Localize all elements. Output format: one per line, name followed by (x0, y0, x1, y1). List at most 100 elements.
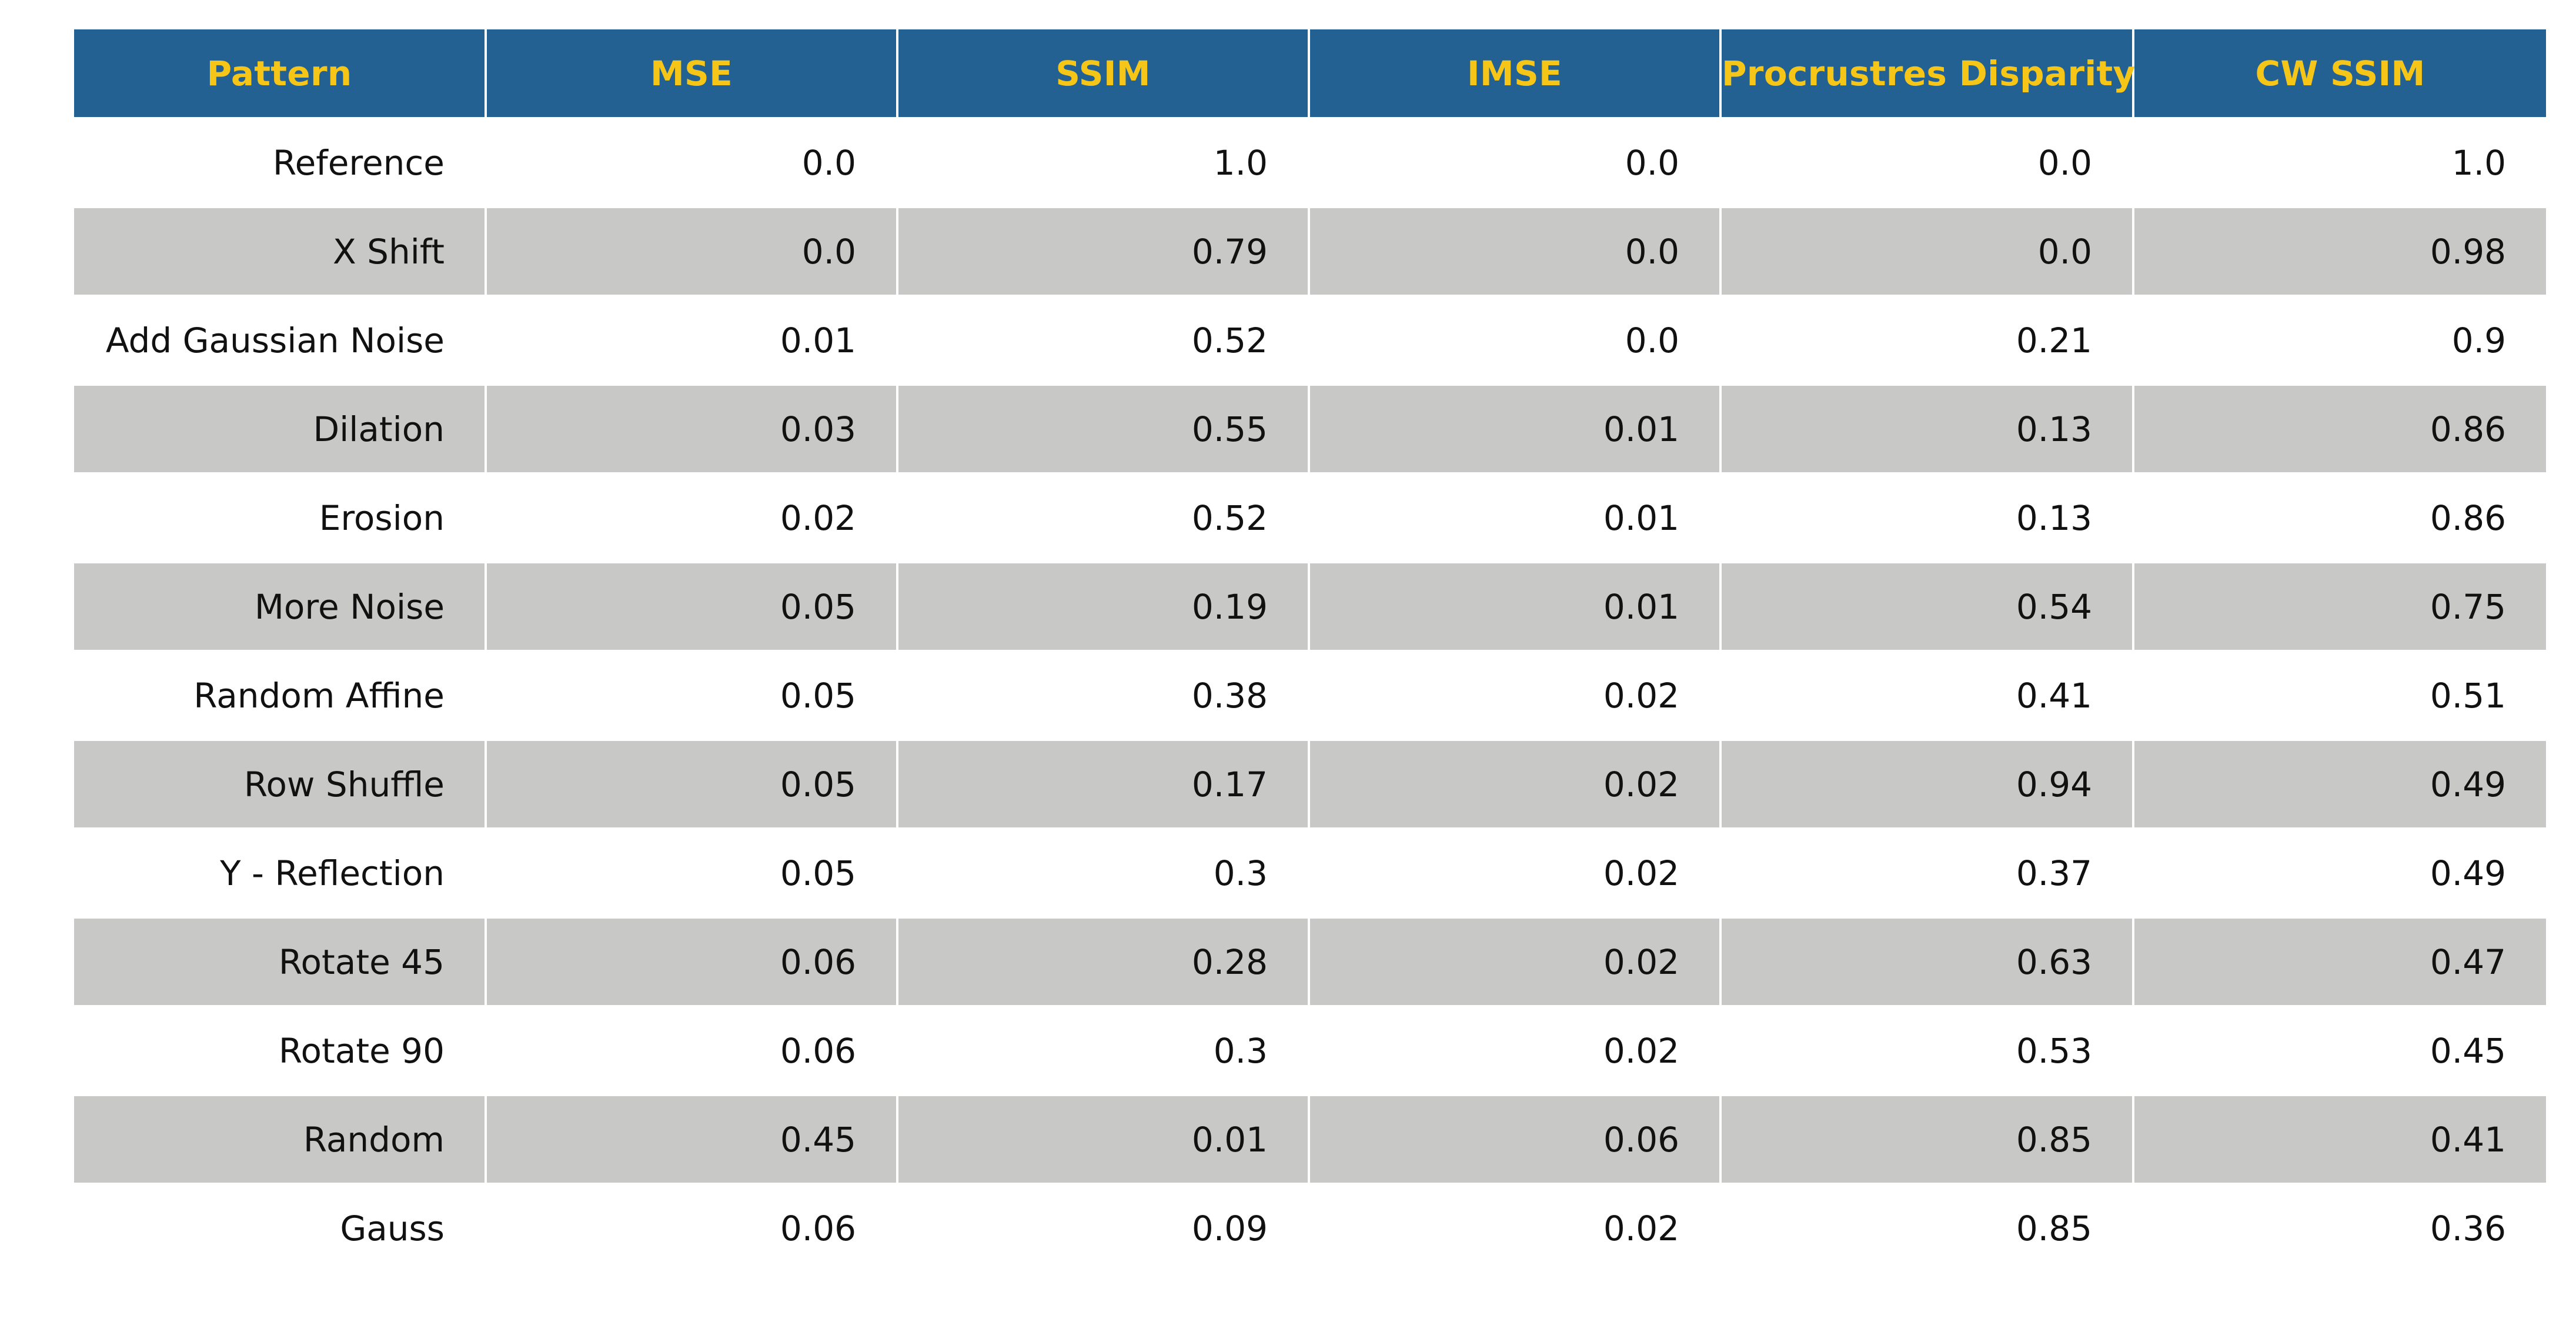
table-row: More Noise 0.05 0.19 0.01 0.54 0.75 (74, 562, 2546, 652)
cell-procrustes-disparity: 0.85 (1720, 1184, 2134, 1274)
cell-mse: 0.01 (486, 296, 898, 386)
cell-imse: 0.0 (1309, 118, 1722, 208)
cell-mse: 0.05 (486, 740, 898, 830)
cell-ssim: 0.52 (897, 473, 1310, 563)
header-row: Pattern MSE SSIM IMSE Procrustres Dispar… (74, 29, 2546, 119)
cell-mse: 0.05 (486, 829, 898, 919)
table-row: Row Shuffle 0.05 0.17 0.02 0.94 0.49 (74, 740, 2546, 830)
cell-mse: 0.06 (486, 1006, 898, 1096)
cell-cw-ssim: 0.9 (2133, 296, 2546, 386)
cell-cw-ssim: 0.41 (2133, 1095, 2546, 1185)
cell-pattern: Dilation (74, 385, 487, 475)
cell-pattern: Gauss (74, 1184, 487, 1274)
cell-mse: 0.45 (486, 1095, 898, 1185)
cell-cw-ssim: 0.49 (2133, 829, 2546, 919)
table-header: Pattern MSE SSIM IMSE Procrustres Dispar… (74, 29, 2546, 119)
cell-pattern: Row Shuffle (74, 740, 487, 830)
cell-imse: 0.02 (1309, 1184, 1722, 1274)
cell-pattern: Random Affine (74, 651, 487, 741)
cell-procrustes-disparity: 0.41 (1720, 651, 2134, 741)
table-row: Random 0.45 0.01 0.06 0.85 0.41 (74, 1095, 2546, 1185)
cell-procrustes-disparity: 0.37 (1720, 829, 2134, 919)
cell-procrustes-disparity: 0.21 (1720, 296, 2134, 386)
cell-cw-ssim: 0.36 (2133, 1184, 2546, 1274)
header-procrustes-disparity: Procrustres Disparity (1720, 29, 2135, 119)
cell-mse: 0.06 (486, 1184, 898, 1274)
cell-imse: 0.02 (1309, 829, 1722, 919)
cell-ssim: 0.01 (897, 1095, 1310, 1185)
cell-pattern: Reference (74, 118, 487, 208)
cell-imse: 0.01 (1309, 385, 1722, 475)
cell-imse: 0.0 (1309, 207, 1722, 297)
cell-procrustes-disparity: 0.94 (1720, 740, 2134, 830)
table-row: Dilation 0.03 0.55 0.01 0.13 0.86 (74, 385, 2546, 475)
table-row: Random Affine 0.05 0.38 0.02 0.41 0.51 (74, 651, 2546, 741)
cell-procrustes-disparity: 0.13 (1720, 385, 2134, 475)
cell-ssim: 0.79 (897, 207, 1310, 297)
cell-pattern: Y - Reflection (74, 829, 487, 919)
cell-mse: 0.06 (486, 917, 898, 1007)
table-row: Rotate 90 0.06 0.3 0.02 0.53 0.45 (74, 1006, 2546, 1096)
header-pattern: Pattern (74, 29, 487, 119)
cell-procrustes-disparity: 0.0 (1720, 207, 2134, 297)
cell-procrustes-disparity: 0.0 (1720, 118, 2134, 208)
cell-ssim: 0.28 (897, 917, 1310, 1007)
cell-cw-ssim: 0.86 (2133, 473, 2546, 563)
cell-procrustes-disparity: 0.13 (1720, 473, 2134, 563)
cell-pattern: More Noise (74, 562, 487, 652)
cell-imse: 0.02 (1309, 651, 1722, 741)
header-cw-ssim: CW SSIM (2133, 29, 2546, 119)
table-row: X Shift 0.0 0.79 0.0 0.0 0.98 (74, 207, 2546, 297)
header-mse: MSE (486, 29, 898, 119)
cell-ssim: 0.3 (897, 829, 1310, 919)
header-imse: IMSE (1309, 29, 1722, 119)
table-row: Y - Reflection 0.05 0.3 0.02 0.37 0.49 (74, 829, 2546, 919)
cell-ssim: 0.17 (897, 740, 1310, 830)
table-row: Add Gaussian Noise 0.01 0.52 0.0 0.21 0.9 (74, 296, 2546, 386)
cell-imse: 0.0 (1309, 296, 1722, 386)
cell-ssim: 0.3 (897, 1006, 1310, 1096)
cell-cw-ssim: 0.98 (2133, 207, 2546, 297)
cell-ssim: 0.38 (897, 651, 1310, 741)
metrics-table: Pattern MSE SSIM IMSE Procrustres Dispar… (74, 29, 2546, 1274)
table-row: Gauss 0.06 0.09 0.02 0.85 0.36 (74, 1184, 2546, 1274)
table-row: Rotate 45 0.06 0.28 0.02 0.63 0.47 (74, 917, 2546, 1007)
table-body: Reference 0.0 1.0 0.0 0.0 1.0 X Shift 0.0 0.79 0.… (74, 118, 2546, 1274)
cell-imse: 0.02 (1309, 740, 1722, 830)
cell-mse: 0.05 (486, 651, 898, 741)
cell-mse: 0.0 (486, 207, 898, 297)
table-row: Erosion 0.02 0.52 0.01 0.13 0.86 (74, 473, 2546, 563)
cell-pattern: Rotate 45 (74, 917, 487, 1007)
cell-procrustes-disparity: 0.85 (1720, 1095, 2134, 1185)
cell-ssim: 0.55 (897, 385, 1310, 475)
cell-procrustes-disparity: 0.53 (1720, 1006, 2134, 1096)
cell-mse: 0.03 (486, 385, 898, 475)
cell-pattern: Random (74, 1095, 487, 1185)
cell-procrustes-disparity: 0.54 (1720, 562, 2134, 652)
cell-cw-ssim: 1.0 (2133, 118, 2546, 208)
cell-ssim: 0.09 (897, 1184, 1310, 1274)
cell-pattern: Erosion (74, 473, 487, 563)
cell-mse: 0.0 (486, 118, 898, 208)
cell-ssim: 1.0 (897, 118, 1310, 208)
cell-imse: 0.01 (1309, 473, 1722, 563)
cell-mse: 0.05 (486, 562, 898, 652)
cell-cw-ssim: 0.75 (2133, 562, 2546, 652)
cell-mse: 0.02 (486, 473, 898, 563)
cell-ssim: 0.52 (897, 296, 1310, 386)
cell-procrustes-disparity: 0.63 (1720, 917, 2134, 1007)
cell-cw-ssim: 0.47 (2133, 917, 2546, 1007)
cell-cw-ssim: 0.51 (2133, 651, 2546, 741)
cell-pattern: Add Gaussian Noise (74, 296, 487, 386)
cell-cw-ssim: 0.45 (2133, 1006, 2546, 1096)
cell-imse: 0.02 (1309, 1006, 1722, 1096)
cell-imse: 0.02 (1309, 917, 1722, 1007)
cell-imse: 0.06 (1309, 1095, 1722, 1185)
cell-imse: 0.01 (1309, 562, 1722, 652)
table-row: Reference 0.0 1.0 0.0 0.0 1.0 (74, 118, 2546, 208)
cell-cw-ssim: 0.86 (2133, 385, 2546, 475)
cell-pattern: X Shift (74, 207, 487, 297)
cell-pattern: Rotate 90 (74, 1006, 487, 1096)
cell-cw-ssim: 0.49 (2133, 740, 2546, 830)
header-ssim: SSIM (897, 29, 1310, 119)
